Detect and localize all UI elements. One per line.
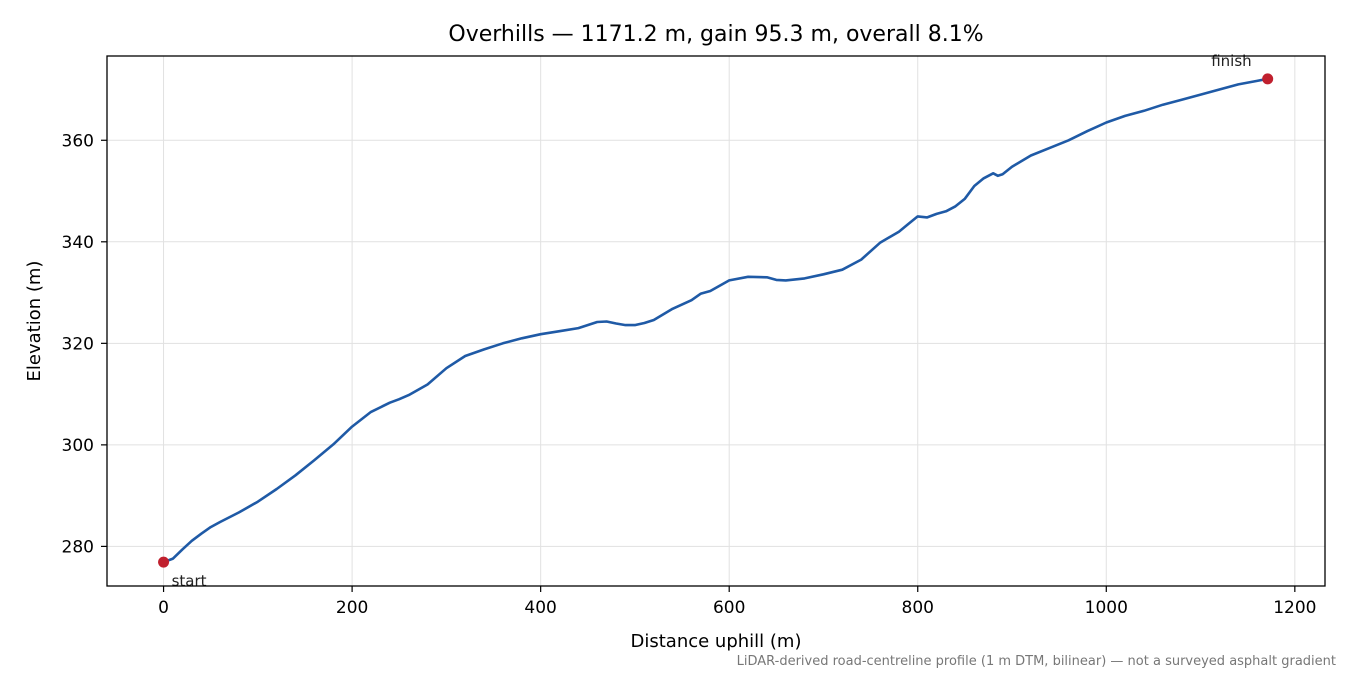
y-tick-label: 300 [62,436,94,456]
elevation-line [162,77,1269,564]
x-axis: 0 200 400 600 800 1000 1200 [158,586,1316,618]
footnote: LiDAR-derived road-centreline profile (1… [737,654,1336,669]
y-tick-label: 280 [62,537,94,557]
y-axis-label: Elevation (m) [24,261,45,382]
series-line-layer [162,77,1269,564]
finish-label: finish [1211,52,1251,70]
x-tick-label: 1000 [1085,598,1128,618]
x-tick-label: 1200 [1273,598,1316,618]
start-marker [158,556,170,568]
x-tick-label: 800 [902,598,934,618]
y-axis: 280 300 320 340 360 [62,131,107,557]
x-axis-label: Distance uphill (m) [631,631,802,652]
y-tick-label: 360 [62,131,94,151]
finish-marker [1262,73,1274,85]
x-tick-label: 0 [158,598,169,618]
chart-title: Overhills — 1171.2 m, gain 95.3 m, overa… [448,22,983,47]
start-label: start [172,572,207,590]
x-tick-label: 400 [524,598,556,618]
plot-frame [106,55,1326,587]
x-tick-label: 200 [336,598,368,618]
x-tick-label: 600 [713,598,745,618]
y-tick-label: 320 [62,334,94,354]
gridlines [107,56,1325,586]
y-tick-label: 340 [62,233,94,253]
